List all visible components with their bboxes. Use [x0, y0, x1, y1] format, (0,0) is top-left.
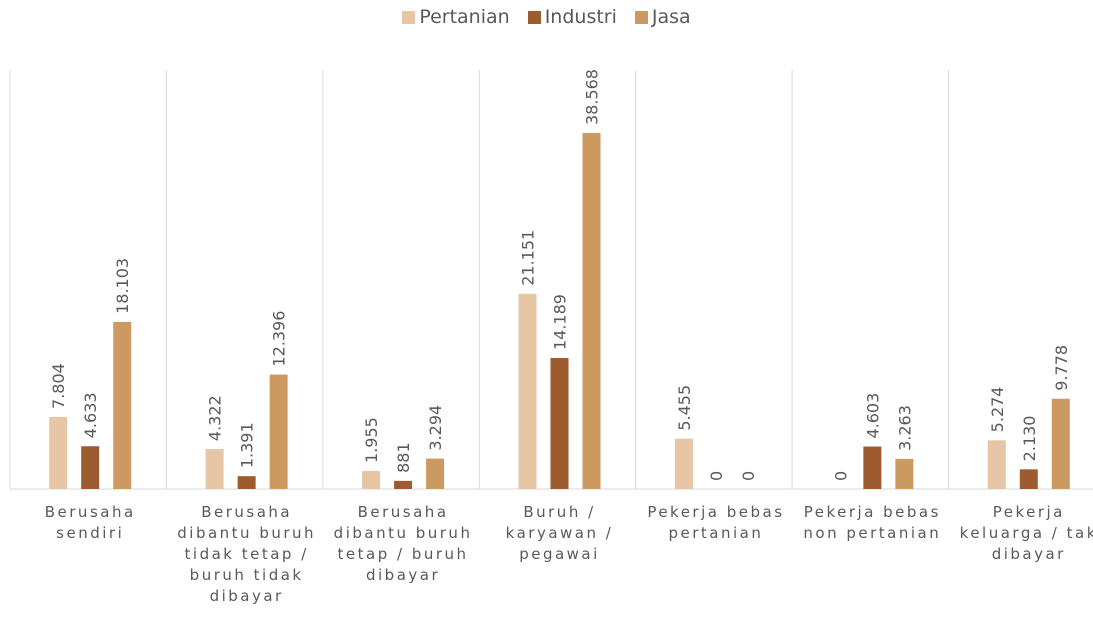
- legend-swatch: [634, 10, 648, 24]
- data-label: 0: [739, 471, 758, 481]
- legend-item: Jasa: [634, 6, 691, 28]
- bar: [863, 446, 882, 489]
- bar: [518, 293, 537, 489]
- data-label: 2.130: [1020, 416, 1039, 462]
- bar: [49, 416, 68, 489]
- bar: [550, 358, 569, 489]
- bar: [895, 458, 914, 489]
- x-tick-label: Pekerja bebas non pertanian: [803, 503, 942, 542]
- bar: [237, 476, 256, 489]
- legend-swatch: [402, 10, 416, 24]
- legend-label: Pertanian: [419, 6, 510, 28]
- bar: [269, 374, 288, 489]
- bar: [426, 458, 445, 489]
- legend-item: Pertanian: [402, 6, 510, 28]
- data-label: 0: [707, 471, 726, 481]
- data-label: 7.804: [49, 363, 68, 409]
- legend: Pertanian Industri Jasa: [0, 6, 1093, 28]
- x-tick-label: Berusaha sendiri: [44, 503, 136, 542]
- data-label: 4.603: [863, 393, 882, 439]
- data-label: 5.455: [675, 385, 694, 431]
- bar: [582, 133, 601, 489]
- data-label: 881: [394, 442, 413, 473]
- x-tick-label: Pekerja keluarga / tak dibayar: [959, 503, 1093, 563]
- data-label: 3.294: [426, 405, 445, 451]
- bar: [113, 321, 132, 489]
- data-label: 9.778: [1052, 345, 1071, 391]
- data-label: 0: [831, 471, 850, 481]
- data-label: 4.633: [81, 392, 100, 438]
- data-label: 38.568: [583, 69, 602, 125]
- bar: [674, 438, 693, 489]
- data-label: 1.955: [362, 417, 381, 463]
- bar: [1019, 469, 1038, 489]
- legend-swatch: [527, 10, 541, 24]
- data-label: 14.189: [551, 294, 570, 350]
- data-label: 4.322: [206, 395, 225, 441]
- legend-item: Industri: [527, 6, 617, 28]
- data-label: 21.151: [519, 230, 538, 286]
- legend-label: Industri: [544, 6, 617, 28]
- bar: [205, 449, 224, 489]
- data-label: 5.274: [988, 387, 1007, 433]
- x-tick-label: Berusaha dibantu buruh tidak tetap / bur…: [177, 503, 317, 605]
- x-tick-label: Buruh / karyawan / pegawai: [505, 503, 614, 563]
- data-label: 18.103: [113, 258, 132, 314]
- bar: [362, 470, 381, 489]
- bar: [81, 446, 100, 489]
- bar: [394, 480, 413, 489]
- bar: [1051, 398, 1070, 489]
- x-tick-label: Pekerja bebas pertanian: [647, 503, 785, 542]
- bar: [987, 440, 1006, 489]
- data-label: 3.263: [895, 405, 914, 451]
- data-label: 12.396: [270, 311, 289, 367]
- x-tick-label: Berusaha dibantu buruh tetap / buruh dib…: [333, 503, 473, 584]
- legend-label: Jasa: [651, 6, 691, 28]
- data-label: 1.391: [238, 422, 257, 468]
